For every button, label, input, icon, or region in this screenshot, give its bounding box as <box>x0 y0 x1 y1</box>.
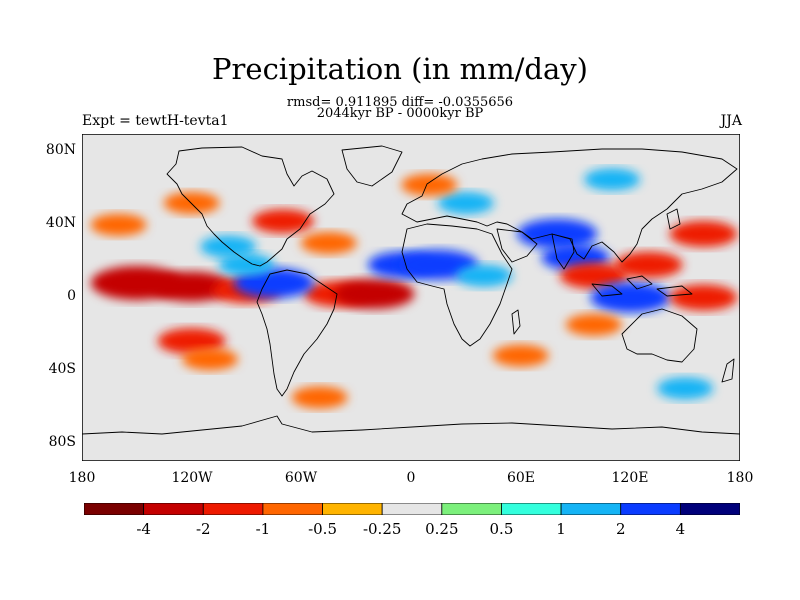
coast-japan <box>666 208 681 230</box>
coast-new-guinea <box>656 285 693 297</box>
field-anomaly <box>157 328 226 355</box>
precipitation-map <box>82 134 740 461</box>
field-anomaly <box>614 251 683 278</box>
x-tick-180w: 180 <box>68 470 96 486</box>
field-anomaly <box>669 220 738 247</box>
y-tick-80n: 80N <box>45 142 76 158</box>
field-anomaly <box>565 313 622 336</box>
field-anomaly <box>90 213 147 236</box>
field-anomaly <box>401 173 458 196</box>
colorbar-swatch <box>620 503 681 515</box>
x-tick-60e: 60E <box>506 470 536 486</box>
colorbar-swatch <box>322 503 383 515</box>
field-anomaly <box>334 278 415 309</box>
colorbar-label: 0.5 <box>489 520 514 538</box>
x-tick-0: 0 <box>406 470 416 486</box>
colorbar-swatch <box>501 503 562 515</box>
colorbar-swatch <box>381 503 443 515</box>
y-tick-0: 0 <box>67 288 76 304</box>
subtitle-period: 2044kyr BP - 0000kyr BP <box>316 106 484 121</box>
colorbar-label: -4 <box>136 520 151 538</box>
colorbar-label: 2 <box>615 520 626 538</box>
experiment-label: Expt = tewtH-tevta1 <box>82 113 229 129</box>
subtitle-stats: rmsd= 0.911895 diff= -0.0355656 <box>286 95 514 110</box>
field-anomaly <box>590 282 671 313</box>
field-anomaly <box>437 192 494 215</box>
colorbar-label: 1 <box>556 520 566 538</box>
colorbar-label: -1 <box>255 520 271 538</box>
coast-africa <box>401 223 513 347</box>
colorbar-label: 0.25 <box>425 520 459 538</box>
coast-new-zealand <box>721 358 735 383</box>
colorbar-swatch <box>560 503 622 515</box>
field-layer <box>90 168 738 409</box>
coast-indonesia-1 <box>591 283 623 297</box>
coast-indonesia-2 <box>626 275 653 290</box>
field-anomaly <box>252 209 315 234</box>
field-anomaly <box>291 386 348 409</box>
chart-title: Precipitation (in mm/day) <box>212 52 588 86</box>
coast-india <box>551 233 575 270</box>
coast-australia <box>621 308 698 363</box>
coast-arabia <box>496 228 538 263</box>
colorbar-swatch <box>143 503 204 515</box>
y-tick-40s: 40S <box>48 361 76 377</box>
colorbar-label: -0.25 <box>362 520 402 538</box>
coast-greenland <box>341 145 403 187</box>
field-anomaly <box>517 218 598 249</box>
colorbar-swatch <box>679 503 740 515</box>
coast-north-america <box>166 146 335 267</box>
x-tick-60w: 60W <box>284 470 318 486</box>
x-tick-180e: 180 <box>726 470 754 486</box>
coastlines <box>82 145 740 435</box>
coast-eurasia <box>401 148 738 263</box>
x-tick-120e: 120E <box>611 470 649 486</box>
colorbar-label: 4 <box>675 520 686 538</box>
field-anomaly <box>218 253 275 276</box>
field-anomaly <box>492 344 549 367</box>
field-anomaly <box>151 271 232 302</box>
x-tick-120w: 120W <box>171 470 213 486</box>
colorbar-swatch <box>441 503 502 515</box>
y-tick-40n: 40N <box>45 215 76 231</box>
colorbar <box>84 503 740 515</box>
field-anomaly <box>300 232 357 254</box>
colorbar-swatch <box>202 503 264 515</box>
field-anomaly <box>233 267 314 298</box>
field-anomaly <box>559 262 628 289</box>
colorbar-swatch <box>84 503 145 515</box>
colorbar-label: -0.5 <box>308 520 337 538</box>
colorbar-label: -2 <box>195 520 211 538</box>
field-anomaly <box>456 264 513 287</box>
field-anomaly <box>657 377 714 400</box>
field-anomaly <box>669 284 738 311</box>
season-label: JJA <box>720 113 742 129</box>
coast-antarctica <box>82 415 740 435</box>
field-anomaly <box>584 168 641 191</box>
coast-madagascar <box>511 309 521 335</box>
colorbar-swatch <box>262 503 323 515</box>
field-anomaly <box>181 348 238 371</box>
coast-south-america <box>256 269 338 397</box>
y-tick-80s: 80S <box>48 434 76 450</box>
